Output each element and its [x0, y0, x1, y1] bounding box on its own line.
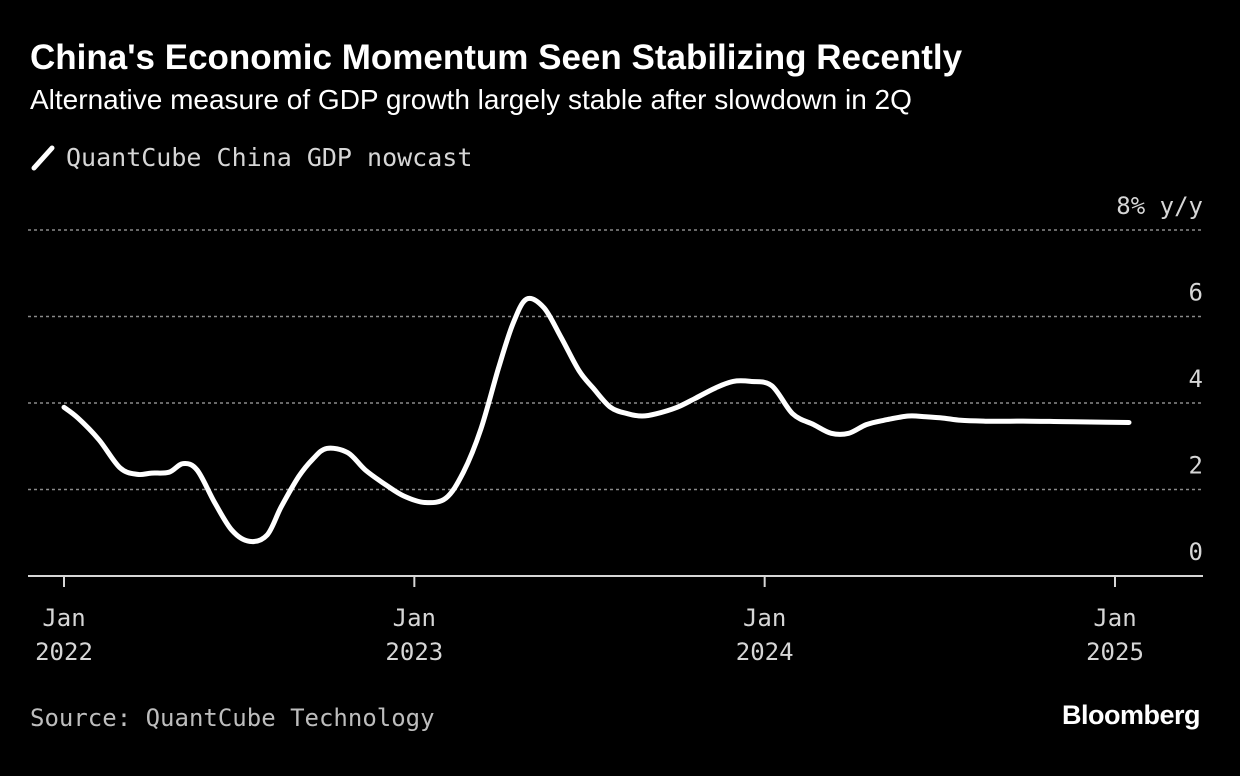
bloomberg-logo: Bloomberg: [1061, 700, 1201, 730]
x-tick-year-2023: 2023: [385, 638, 443, 666]
x-tick-year-2024: 2024: [736, 638, 794, 666]
chart-subtitle: Alternative measure of GDP growth largel…: [30, 84, 912, 115]
x-tick-month-2022: Jan: [42, 604, 85, 632]
y-tick-label-0: 0: [1189, 538, 1203, 566]
y-tick-label-2: 2: [1189, 452, 1203, 480]
legend-line-swatch: [31, 145, 55, 171]
legend-label: QuantCube China GDP nowcast: [66, 142, 473, 172]
y-tick-label-4: 4: [1189, 365, 1203, 393]
x-tick-year-2022: 2022: [35, 638, 93, 666]
x-tick-month-2025: Jan: [1093, 604, 1136, 632]
source-note: Source: QuantCube Technology: [30, 704, 435, 732]
x-tick-year-2025: 2025: [1086, 638, 1144, 666]
x-tick-month-2024: Jan: [743, 604, 786, 632]
x-tick-month-2023: Jan: [393, 604, 436, 632]
series-line-0: [61, 295, 1132, 545]
legend: QuantCube China GDP nowcast: [30, 140, 472, 174]
y-tick-label-8: 8% y/y: [1116, 192, 1203, 220]
y-tick-label-6: 6: [1189, 279, 1203, 307]
chart-title: China's Economic Momentum Seen Stabilizi…: [30, 38, 963, 77]
